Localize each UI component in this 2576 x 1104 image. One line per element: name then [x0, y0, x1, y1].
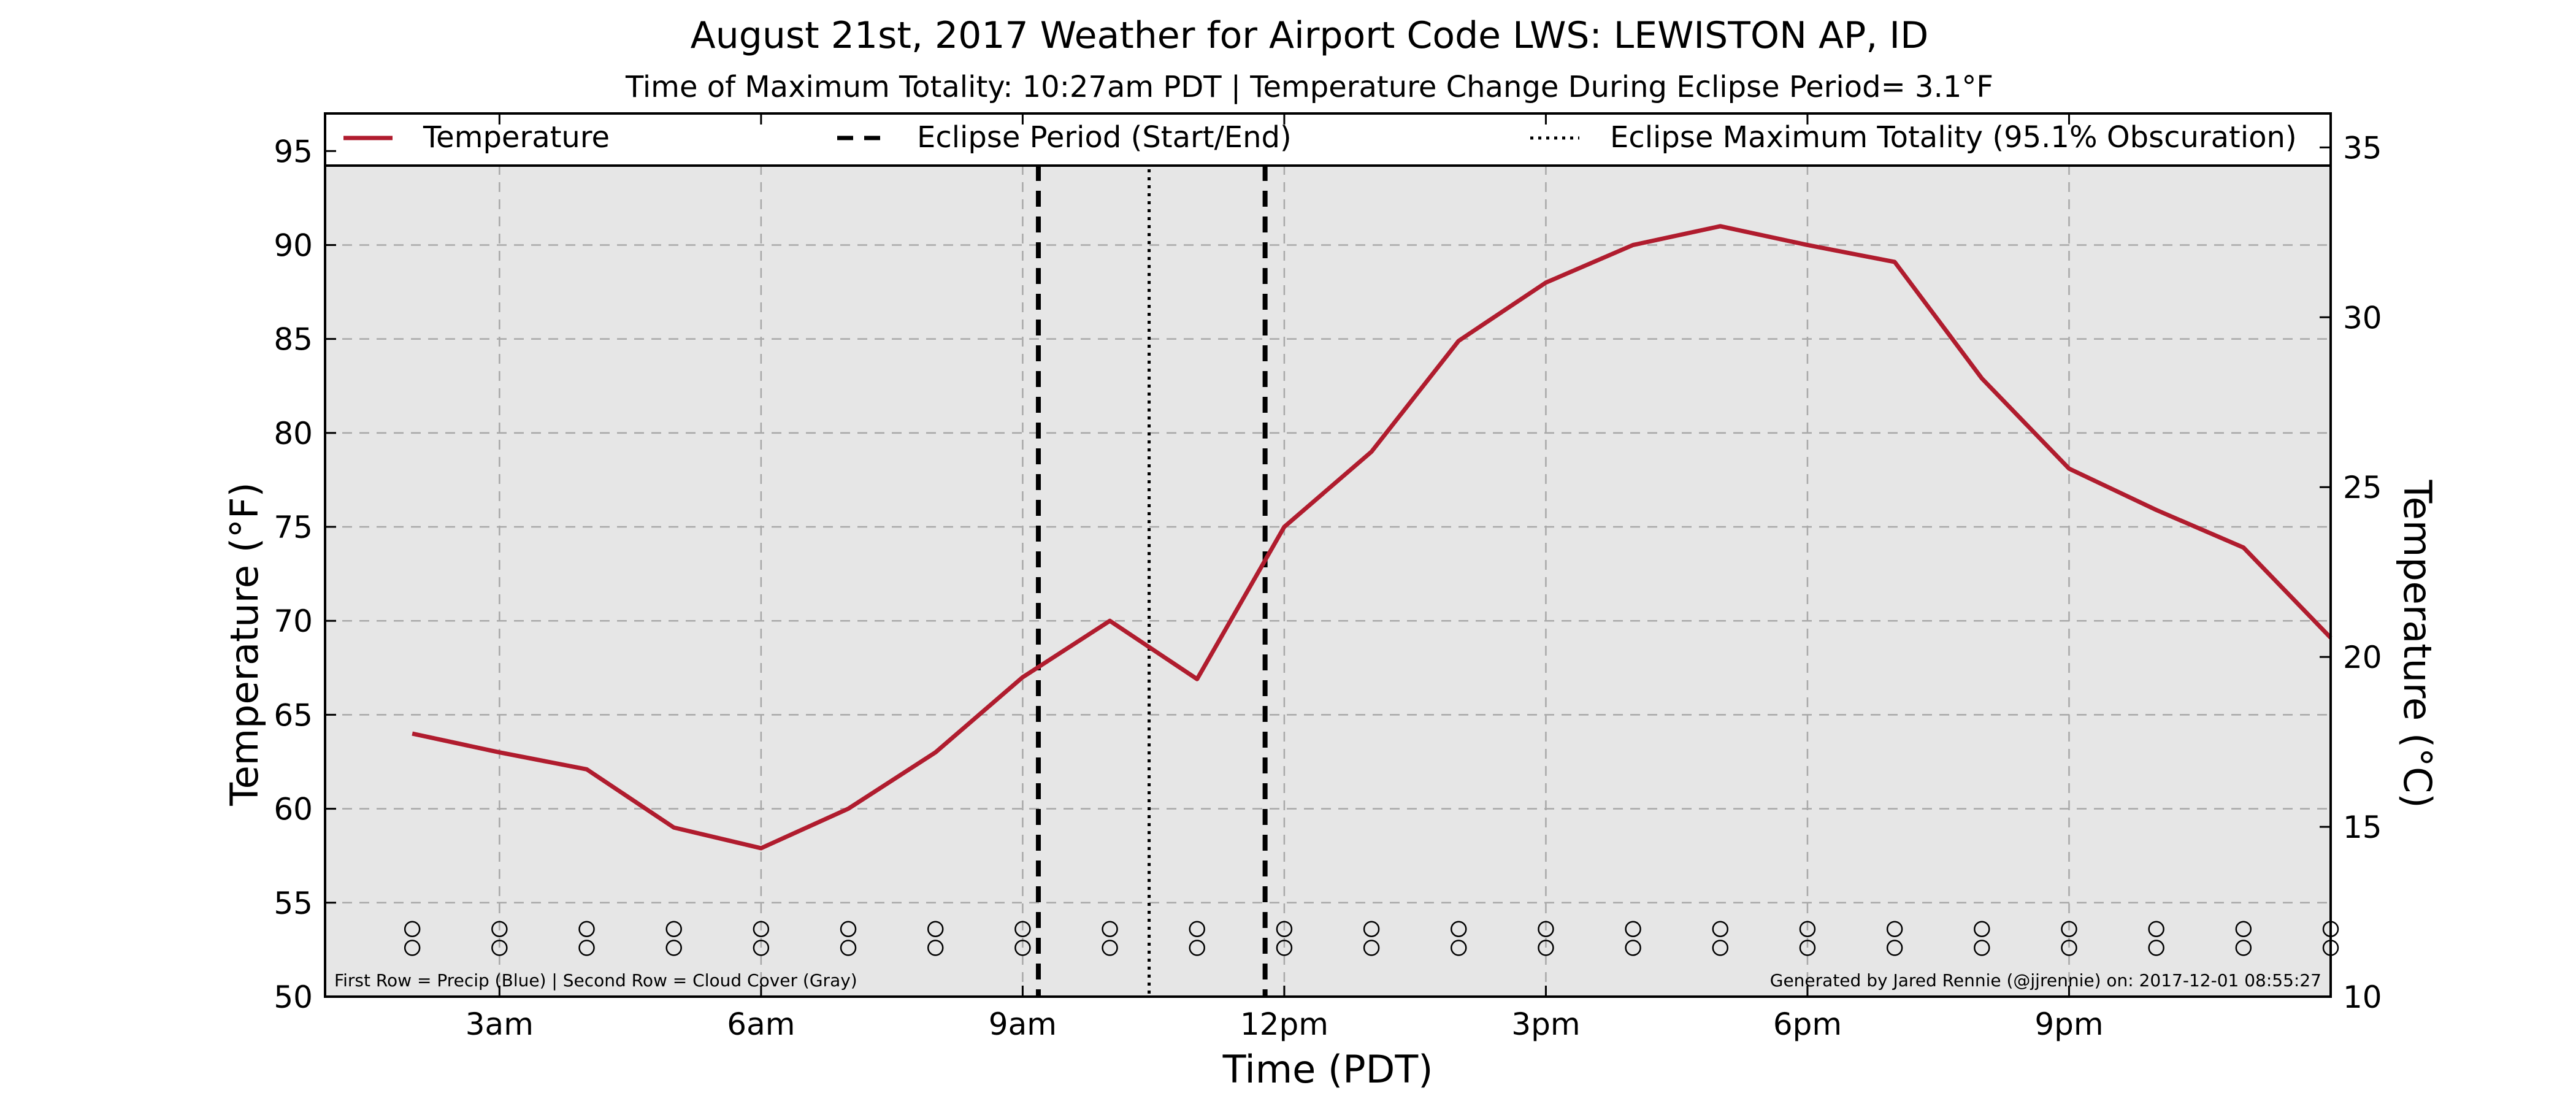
plot-area	[325, 113, 2331, 997]
precip-marker	[2061, 921, 2077, 937]
temperature-line	[412, 224, 2333, 851]
precip-marker	[1363, 921, 1380, 937]
legend-temperature-label: Temperature	[423, 120, 610, 155]
y-tick-label: 85	[274, 322, 313, 358]
precip-marker	[1102, 921, 1118, 937]
eclipse-lines	[1035, 113, 1268, 997]
precip-marker	[840, 921, 857, 937]
cloud-cover-marker	[578, 940, 595, 956]
precip-marker	[1625, 921, 1641, 937]
precip-marker	[1451, 921, 1467, 937]
y-tick-label: 95	[274, 134, 313, 169]
precip-marker	[578, 921, 595, 937]
x-axis: 3am 6am 9am 12pm 3pm 6pm 9pm	[466, 113, 2104, 1042]
y-tick-label: 50	[274, 979, 313, 1015]
precip-marker	[1276, 921, 1293, 937]
cloud-cover-marker	[1886, 940, 1903, 956]
footnote-right: Generated by Jared Rennie (@jjrennie) on…	[1770, 970, 2321, 991]
x-tick-label: 12pm	[1240, 1006, 1328, 1042]
y-tick-label: 55	[274, 886, 313, 921]
x-tick-label: 3pm	[1511, 1006, 1580, 1042]
y-axis-left: 50 55 60 65 70 75 80 85 90 95	[274, 134, 336, 1015]
x-tick-label: 9am	[989, 1006, 1057, 1042]
footnote-left: First Row = Precip (Blue) | Second Row =…	[334, 970, 857, 991]
precip-marker	[1974, 921, 1990, 937]
temperature-series	[412, 224, 2333, 851]
x-tick-label: 6am	[727, 1006, 795, 1042]
precip-marker	[491, 921, 508, 937]
cloud-cover-marker	[2235, 940, 2252, 956]
precip-marker	[665, 921, 682, 937]
cloud-cover-marker	[1451, 940, 1467, 956]
legend-eclipse-period-label: Eclipse Period (Start/End)	[917, 120, 1292, 155]
cloud-cover-marker	[1276, 940, 1293, 956]
y-tick-label-right: 15	[2343, 810, 2382, 845]
x-tick-label: 9pm	[2034, 1006, 2103, 1042]
chart-title: August 21st, 2017 Weather for Airport Co…	[691, 14, 1929, 57]
cloud-cover-marker	[1538, 940, 1554, 956]
x-tick-label: 6pm	[1773, 1006, 1842, 1042]
y-tick-label-right: 35	[2343, 130, 2382, 166]
precip-marker	[753, 921, 770, 937]
y-axis-right: 10 15 20 25 30 35	[2320, 130, 2382, 1015]
precip-marker	[1538, 921, 1554, 937]
cloud-cover-marker	[1189, 940, 1205, 956]
y-tick-label: 65	[274, 697, 313, 733]
cloud-cover-marker	[1712, 940, 1729, 956]
cloud-cover-marker	[2061, 940, 2077, 956]
cloud-cover-marker	[665, 940, 682, 956]
y-tick-label-right: 25	[2343, 470, 2382, 505]
precip-marker	[2235, 921, 2252, 937]
y-tick-label-right: 30	[2343, 300, 2382, 335]
x-tick-label: 3am	[466, 1006, 534, 1042]
y-tick-label-right: 10	[2343, 979, 2382, 1015]
precip-marker	[1799, 921, 1816, 937]
y-tick-label-right: 20	[2343, 640, 2382, 675]
cloud-cover-marker	[2148, 940, 2164, 956]
y-tick-label: 80	[274, 416, 313, 451]
x-axis-label: Time (PDT)	[1222, 1047, 1433, 1092]
precip-marker	[1886, 921, 1903, 937]
cloud-cover-marker	[1014, 940, 1031, 956]
precip-marker	[1014, 921, 1031, 937]
cloud-cover-marker	[404, 940, 421, 956]
precip-marker	[2148, 921, 2164, 937]
plot-frame	[324, 112, 2332, 998]
y-tick-label: 60	[274, 792, 313, 827]
legend-eclipse-max-label: Eclipse Maximum Totality (95.1% Obscurat…	[1610, 120, 2297, 155]
y-axis-label-left: Temperature (°F)	[222, 482, 267, 806]
y-tick-label: 90	[274, 228, 313, 263]
precip-marker	[1712, 921, 1729, 937]
y-tick-label: 70	[274, 604, 313, 639]
cloud-cover-marker	[1363, 940, 1380, 956]
chart-subtitle: Time of Maximum Totality: 10:27am PDT | …	[625, 70, 1993, 104]
cloud-cover-marker	[753, 940, 770, 956]
cloud-cover-marker	[491, 940, 508, 956]
cloud-cover-marker	[1974, 940, 1990, 956]
cloud-cover-marker	[927, 940, 944, 956]
legend: Temperature Eclipse Period (Start/End) E…	[324, 112, 2332, 167]
precip-marker	[927, 921, 944, 937]
y-axis-label-right: Temperature (°C)	[2395, 479, 2440, 808]
y-tick-label: 75	[274, 510, 313, 545]
cloud-cover-marker	[1799, 940, 1816, 956]
cloud-cover-marker	[1625, 940, 1641, 956]
cloud-cover-marker	[840, 940, 857, 956]
precip-marker	[1189, 921, 1205, 937]
cloud-cover-marker	[1102, 940, 1118, 956]
precip-marker	[404, 921, 421, 937]
